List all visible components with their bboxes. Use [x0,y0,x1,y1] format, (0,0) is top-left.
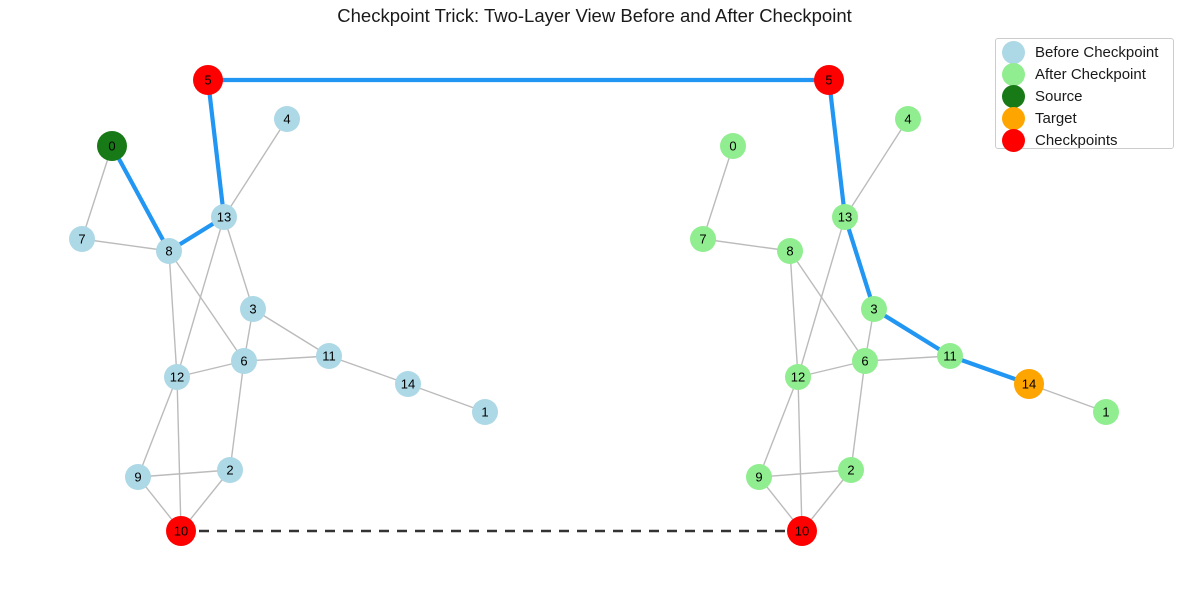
svg-text:9: 9 [755,470,762,485]
svg-text:5: 5 [204,73,211,88]
svg-text:12: 12 [791,370,805,385]
svg-text:6: 6 [240,354,247,369]
svg-text:7: 7 [699,232,706,247]
svg-text:14: 14 [1022,377,1036,392]
svg-text:2: 2 [226,463,233,478]
svg-text:1: 1 [1102,405,1109,420]
svg-text:3: 3 [249,302,256,317]
svg-text:11: 11 [322,349,336,364]
svg-text:14: 14 [401,377,415,392]
svg-text:0: 0 [729,139,736,154]
svg-text:10: 10 [174,524,188,539]
svg-text:11: 11 [943,349,957,364]
svg-text:10: 10 [795,524,809,539]
svg-text:5: 5 [825,73,832,88]
svg-text:1: 1 [481,405,488,420]
svg-text:6: 6 [861,354,868,369]
svg-text:7: 7 [78,232,85,247]
svg-text:12: 12 [170,370,184,385]
svg-text:4: 4 [904,112,911,127]
svg-text:0: 0 [108,139,115,154]
svg-text:8: 8 [165,244,172,259]
svg-text:2: 2 [847,463,854,478]
svg-text:13: 13 [838,210,852,225]
svg-text:9: 9 [134,470,141,485]
svg-text:8: 8 [786,244,793,259]
svg-text:4: 4 [283,112,290,127]
svg-text:13: 13 [217,210,231,225]
svg-text:3: 3 [870,302,877,317]
